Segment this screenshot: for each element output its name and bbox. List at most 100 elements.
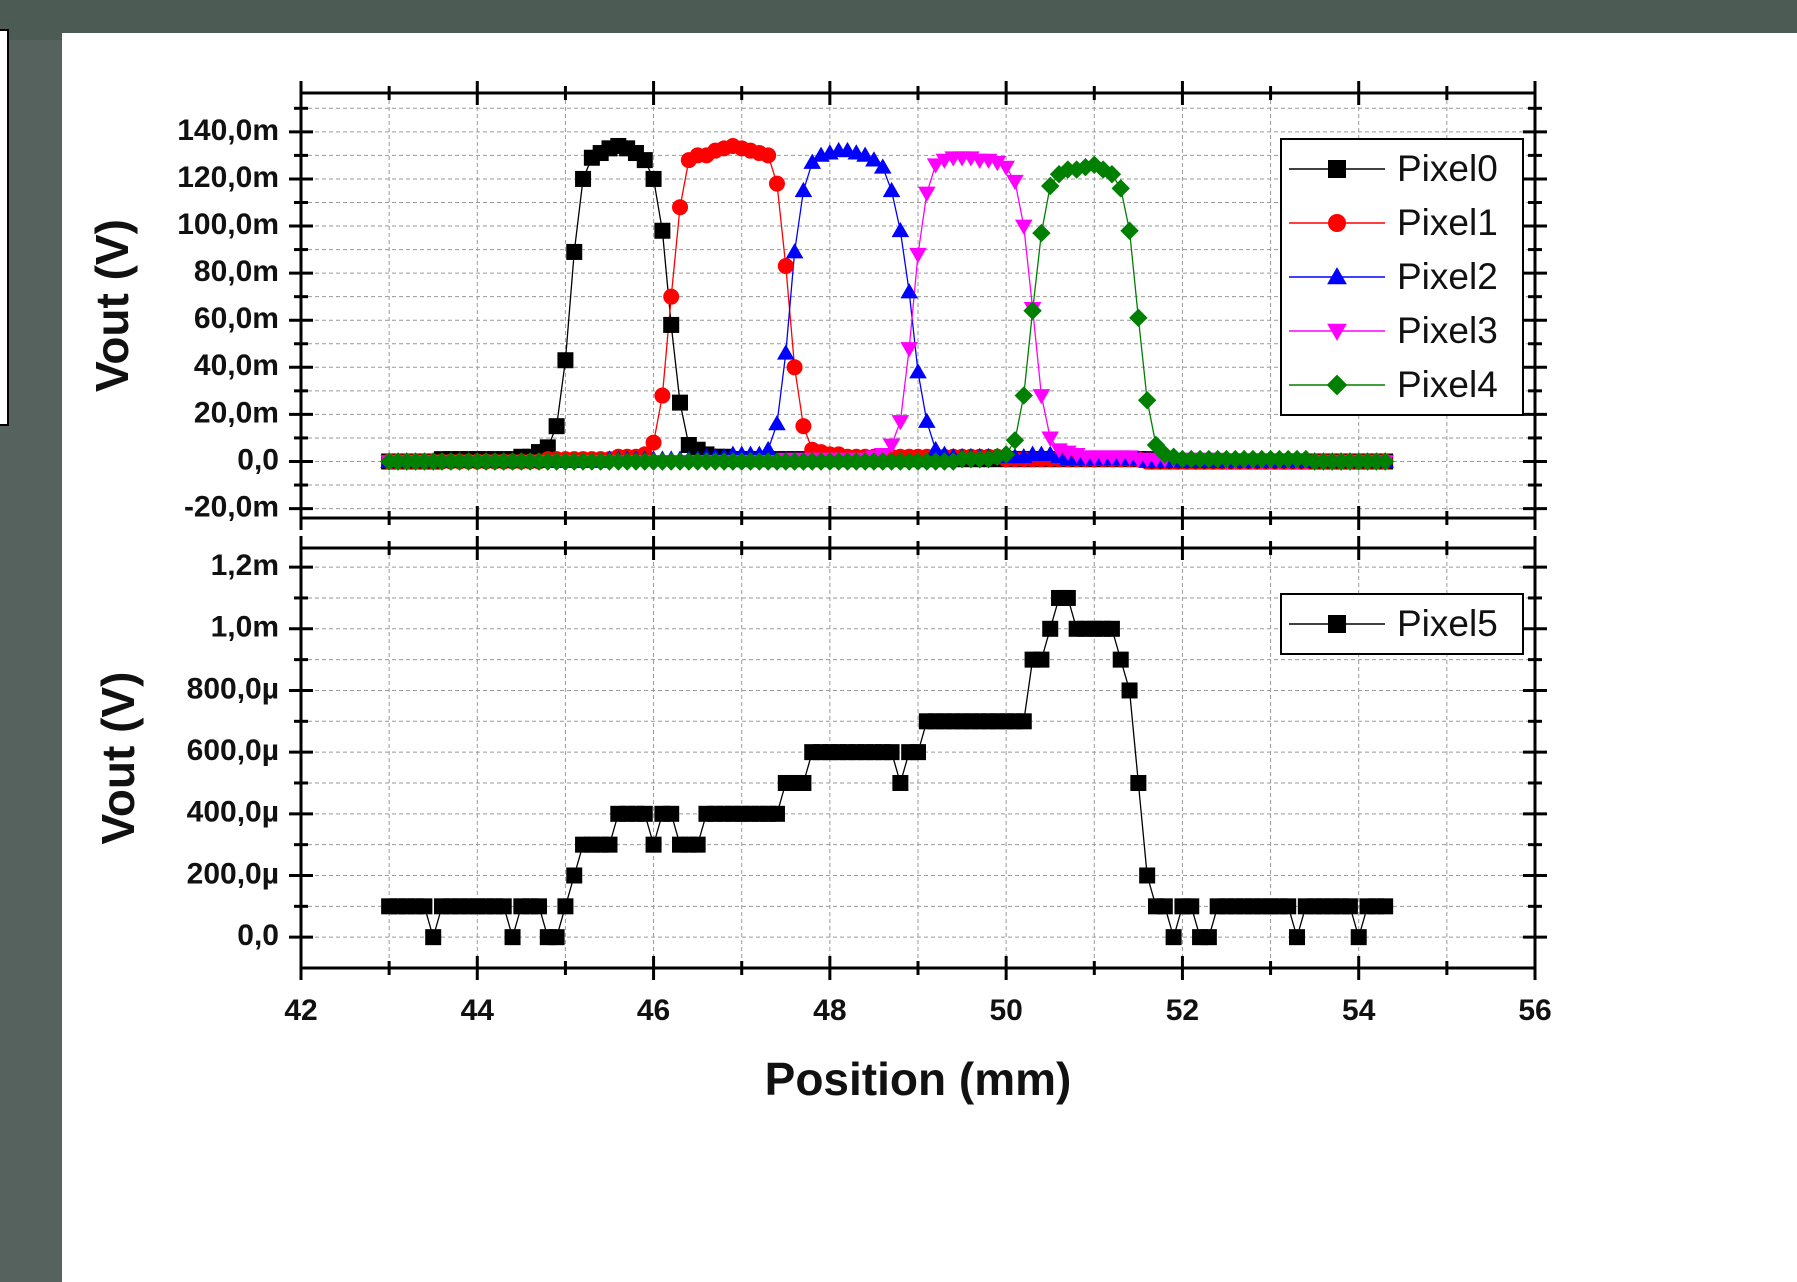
marker xyxy=(1093,160,1113,179)
legend-label: Pixel0 xyxy=(1397,148,1498,189)
side-box xyxy=(0,29,9,426)
y-tick-label: 600,0µ xyxy=(187,734,279,767)
marker xyxy=(654,387,671,404)
marker xyxy=(1032,223,1051,243)
marker xyxy=(891,415,910,431)
marker xyxy=(539,439,556,456)
x-tick-label: 44 xyxy=(461,994,495,1027)
marker xyxy=(891,221,910,238)
y-tick-label: 1,0m xyxy=(211,611,279,644)
x-tick-label: 48 xyxy=(813,994,846,1027)
marker xyxy=(672,199,689,216)
marker xyxy=(1103,620,1120,637)
background-strip xyxy=(0,40,62,1282)
marker xyxy=(785,243,804,259)
marker xyxy=(645,836,662,853)
legend-marker xyxy=(1327,323,1347,341)
marker xyxy=(1041,431,1060,447)
marker xyxy=(1350,929,1367,946)
marker xyxy=(1156,898,1173,915)
marker xyxy=(768,175,785,192)
marker xyxy=(909,363,927,379)
marker xyxy=(900,342,918,358)
marker xyxy=(1067,160,1086,179)
marker xyxy=(1121,682,1138,699)
y-tick-label: -20,0m xyxy=(184,491,279,524)
x-tick-label: 54 xyxy=(1342,994,1376,1027)
marker xyxy=(601,836,618,853)
marker xyxy=(1120,221,1139,240)
marker xyxy=(1023,301,1042,320)
x-tick-label: 52 xyxy=(1166,994,1199,1027)
marker xyxy=(425,929,442,946)
marker xyxy=(988,156,1007,172)
marker xyxy=(1139,867,1156,884)
marker xyxy=(803,153,822,169)
marker xyxy=(1041,176,1060,196)
marker xyxy=(1341,898,1358,915)
marker xyxy=(768,415,786,431)
y-tick-label: 100,0m xyxy=(177,208,279,241)
y-tick-label: 80,0m xyxy=(194,255,279,288)
marker xyxy=(504,929,521,946)
y-tick-label: 0,0 xyxy=(237,443,279,476)
marker xyxy=(1014,219,1033,235)
marker xyxy=(1033,651,1050,668)
marker xyxy=(557,352,574,369)
marker xyxy=(663,805,680,822)
marker xyxy=(416,898,433,915)
marker xyxy=(882,181,901,198)
marker xyxy=(1076,157,1095,177)
marker xyxy=(654,222,671,239)
marker xyxy=(1102,165,1122,184)
marker xyxy=(883,744,900,761)
marker xyxy=(1377,898,1394,915)
marker xyxy=(575,170,592,187)
marker xyxy=(865,151,883,167)
marker xyxy=(926,440,945,457)
marker xyxy=(1165,929,1182,946)
marker xyxy=(786,359,803,376)
legend-marker xyxy=(1327,267,1347,285)
marker xyxy=(760,147,777,164)
marker xyxy=(645,170,662,187)
x-axis-title: Position (mm) xyxy=(765,1053,1072,1105)
marker xyxy=(672,394,689,411)
marker xyxy=(1280,898,1297,915)
legend-label: Pixel4 xyxy=(1397,364,1498,405)
marker xyxy=(1129,308,1148,328)
marker xyxy=(1032,389,1051,405)
marker xyxy=(988,447,1007,466)
marker xyxy=(794,181,813,198)
y-axis-title: Vout (V) xyxy=(92,672,144,845)
x-tick-label: 50 xyxy=(989,994,1022,1027)
marker xyxy=(918,186,936,202)
marker xyxy=(795,774,812,791)
y-tick-label: 20,0m xyxy=(194,396,279,429)
marker xyxy=(548,929,565,946)
marker xyxy=(1042,620,1059,637)
marker xyxy=(892,774,909,791)
marker xyxy=(997,160,1015,176)
marker xyxy=(495,898,512,915)
legend-label: Pixel5 xyxy=(1397,603,1498,644)
marker xyxy=(566,867,583,884)
y-tick-label: 60,0m xyxy=(194,302,279,335)
marker xyxy=(548,418,565,435)
legend-marker xyxy=(1328,160,1346,178)
x-tick-label: 42 xyxy=(284,994,317,1027)
marker xyxy=(530,898,547,915)
x-tick-label: 56 xyxy=(1518,994,1551,1027)
marker xyxy=(1130,774,1147,791)
y-tick-label: 140,0m xyxy=(177,114,279,147)
marker xyxy=(1164,447,1183,466)
marker xyxy=(663,288,680,305)
marker xyxy=(1005,431,1025,450)
marker xyxy=(926,158,945,174)
marker xyxy=(1375,452,1395,471)
legend-label: Pixel3 xyxy=(1397,310,1498,351)
y-tick-label: 40,0m xyxy=(194,349,279,382)
marker xyxy=(1006,174,1024,191)
